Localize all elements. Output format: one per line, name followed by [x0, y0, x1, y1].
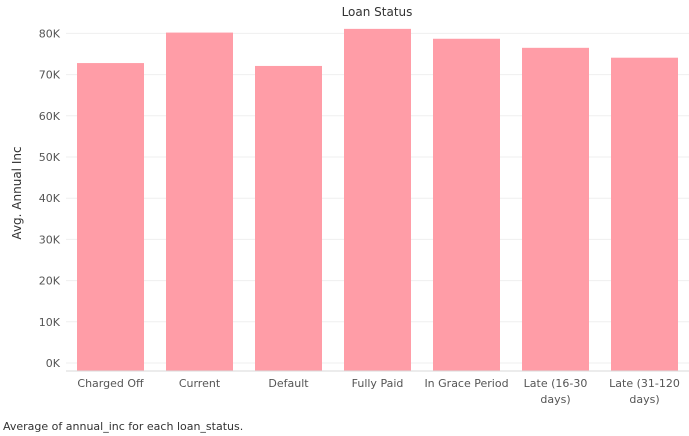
- y-tick-label: 70K: [39, 69, 61, 82]
- y-tick-labels: 0K 10K 20K 30K 40K 50K 60K 70K 80K: [39, 27, 61, 370]
- bar: [433, 38, 500, 371]
- x-tick-label: Late (31-120 days): [609, 377, 680, 406]
- bar: [611, 57, 678, 371]
- bar: [77, 63, 144, 372]
- y-tick-label: 30K: [39, 233, 61, 246]
- y-tick-label: 20K: [39, 275, 61, 288]
- y-tick-label: 0K: [46, 357, 61, 370]
- y-tick-label: 80K: [39, 27, 61, 40]
- y-axis-label: Avg. Annual Inc: [10, 146, 24, 239]
- bar: [344, 28, 411, 371]
- bars: [77, 28, 678, 372]
- bar: [255, 65, 322, 371]
- bar: [522, 47, 589, 371]
- y-tick-label: 50K: [39, 151, 61, 164]
- x-tick-label: Late (16-30 days): [524, 377, 588, 406]
- x-tick-label: In Grace Period: [424, 377, 508, 390]
- chart-caption: Average of annual_inc for each loan_stat…: [3, 420, 244, 433]
- x-tick-label: Fully Paid: [352, 377, 404, 390]
- x-tick-label: Charged Off: [77, 377, 144, 390]
- y-tick-label: 10K: [39, 316, 61, 329]
- y-tick-label: 60K: [39, 110, 61, 123]
- x-tick-label: Current: [179, 377, 221, 390]
- chart-title: Loan Status: [342, 5, 413, 19]
- bar: [166, 32, 233, 372]
- x-tick-label: Default: [268, 377, 309, 390]
- y-tick-label: 40K: [39, 192, 61, 205]
- x-tick-labels: Charged Off Current Default Fully Paid In Gr…: [77, 377, 679, 406]
